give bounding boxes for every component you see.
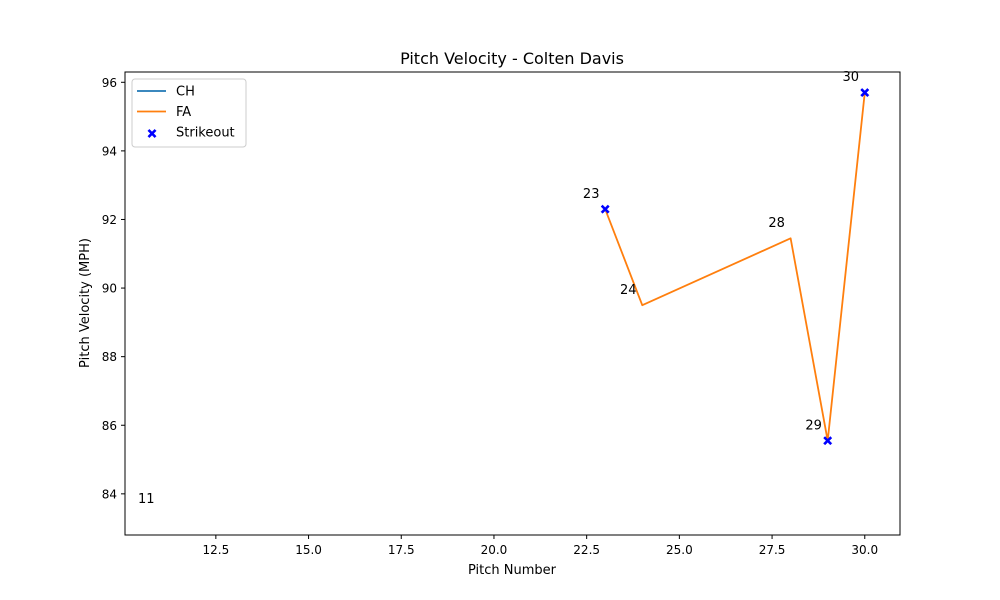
legend-box	[131, 78, 247, 148]
series-layer	[600, 88, 870, 446]
x-tick-label: 27.5	[759, 543, 786, 557]
point-label: 23	[583, 187, 600, 202]
strikeout-marker	[823, 436, 833, 446]
plot-area	[600, 88, 870, 446]
point-annotations: 11 23 24 28 29 30	[138, 70, 859, 507]
legend-label: Strikeout	[176, 126, 235, 141]
y-axis-label: Pitch Velocity (MPH)	[78, 238, 93, 368]
point-label: 24	[620, 283, 637, 298]
y-tick-label: 92	[102, 213, 117, 227]
point-label: 28	[768, 216, 785, 231]
strikeout-marker	[860, 88, 870, 98]
point-label: 29	[805, 418, 822, 433]
x-tick-label: 30.0	[851, 543, 878, 557]
x-tick-label: 15.0	[295, 543, 322, 557]
x-tick-label: 20.0	[481, 543, 508, 557]
y-tick-label: 84	[102, 487, 117, 501]
plot-frame	[124, 71, 901, 536]
x-tick-label: 25.0	[666, 543, 693, 557]
legend-label: FA	[176, 105, 191, 120]
y-tick-label: 90	[102, 282, 117, 296]
point-label: 11	[138, 492, 155, 507]
x-tick-label: 12.5	[202, 543, 229, 557]
x-tick-label: 17.5	[388, 543, 415, 557]
x-tick-label: 22.5	[573, 543, 600, 557]
point-label: 30	[842, 70, 859, 85]
x-axis-label: Pitch Number	[468, 563, 557, 578]
y-tick-label: 86	[102, 419, 117, 433]
axes: 12.5 15.0 17.5 20.0 22.5 25.0 27.5 30.0 84 86 88 90…	[102, 76, 878, 557]
strikeout-marker	[600, 204, 610, 214]
legend-label: CH	[176, 85, 195, 100]
legend: CH FA Strikeout	[131, 78, 247, 148]
y-tick-label: 88	[102, 350, 117, 364]
y-tick-label: 94	[102, 144, 117, 158]
series-line-fa	[604, 91, 866, 442]
y-tick-label: 96	[102, 76, 117, 90]
legend-strikeout-icon	[147, 128, 157, 139]
chart-title: Pitch Velocity - Colten Davis	[400, 49, 624, 68]
